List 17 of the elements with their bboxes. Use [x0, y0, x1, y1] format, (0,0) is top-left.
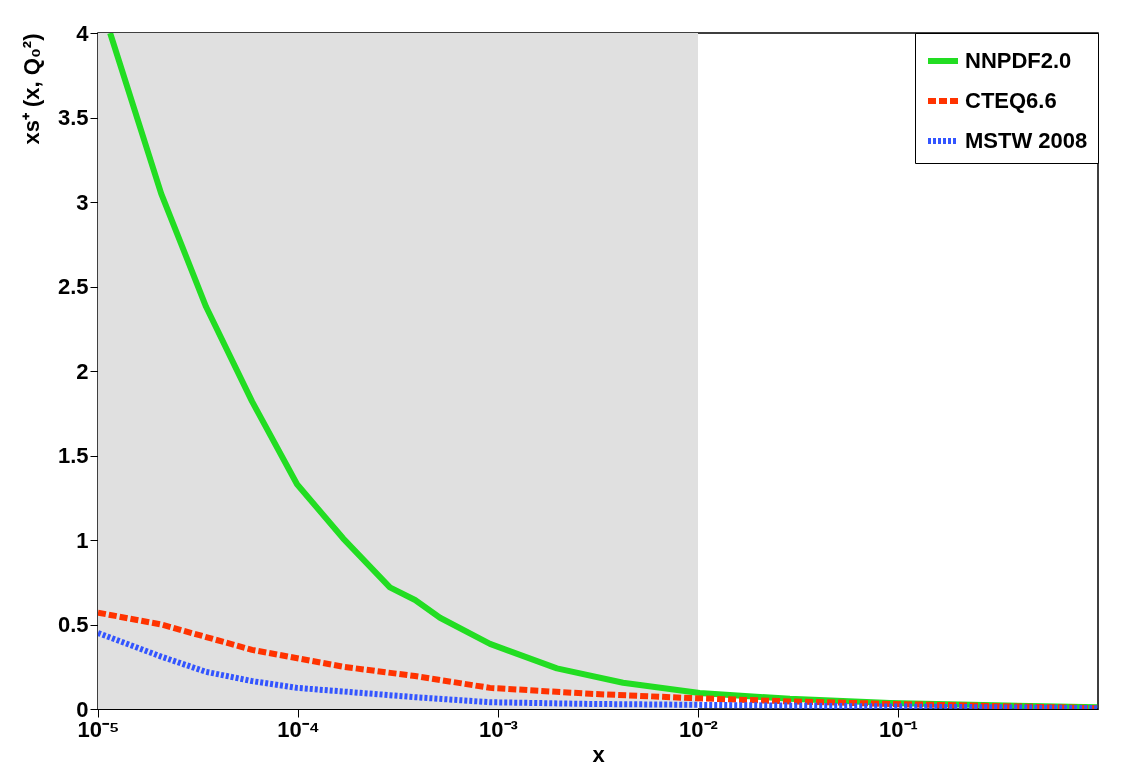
- y-tick-label: 2: [76, 358, 89, 384]
- x-axis-title: x: [592, 741, 606, 766]
- y-tick-label: 0.5: [57, 612, 89, 637]
- y-axis-title: xs⁺ (x, Q₀²): [18, 33, 44, 145]
- x-tick-label: 10⁻²: [679, 716, 718, 742]
- legend-label: MSTW 2008: [965, 128, 1088, 153]
- x-tick-label: 10⁻³: [479, 716, 518, 742]
- y-tick-label: 4: [76, 20, 90, 46]
- y-tick-label: 1.5: [57, 443, 89, 468]
- legend-label: CTEQ6.6: [965, 88, 1057, 113]
- y-tick-label: 3: [76, 189, 89, 215]
- x-tick-label: 10⁻⁴: [277, 716, 320, 742]
- y-tick-label: 2.5: [57, 274, 89, 299]
- x-tick-label: 10⁻¹: [879, 716, 918, 742]
- legend-label: NNPDF2.0: [965, 48, 1072, 73]
- y-tick-label: 3.5: [57, 105, 89, 130]
- y-tick-label: 1: [76, 527, 89, 553]
